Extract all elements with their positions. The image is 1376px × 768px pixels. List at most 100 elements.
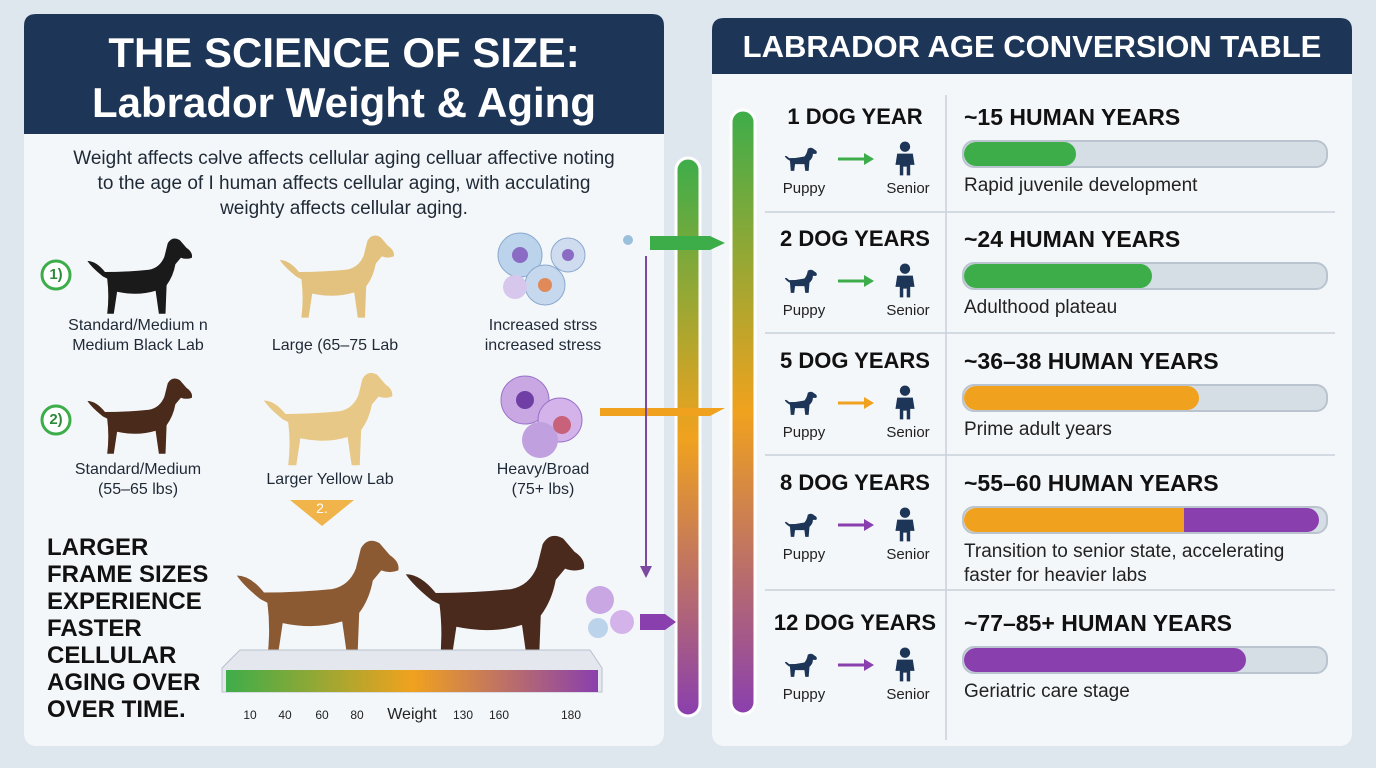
intro: Weight affects cəlve affects cellular ag… bbox=[24, 146, 664, 221]
caption-line: Larger Yellow Lab bbox=[266, 471, 394, 488]
caption-line: (75+ lbs) bbox=[511, 481, 575, 498]
stage-note: Prime adult years bbox=[964, 418, 1112, 442]
left-title: THE SCIENCE OF SIZE: Labrador Weight & A… bbox=[24, 28, 664, 128]
progression-icons bbox=[784, 385, 915, 420]
conclusion-line: CELLULAR bbox=[47, 642, 177, 669]
human-years: ~77–85+ HUMAN YEARS bbox=[964, 610, 1233, 636]
title-line: Labrador Weight & Aging bbox=[92, 79, 596, 126]
scale-label: Weight bbox=[387, 706, 437, 723]
senior-label: Senior bbox=[886, 424, 930, 441]
arrow-head bbox=[640, 566, 652, 578]
note-line: Rapid juvenile development bbox=[964, 175, 1198, 196]
left-panel bbox=[24, 14, 664, 746]
stage-note: Rapid juvenile development bbox=[964, 174, 1197, 198]
caption-line: Large (65–75 Lab bbox=[271, 337, 399, 354]
caption: Standard/Medium n Medium Black Lab bbox=[38, 316, 238, 356]
puppy-label: Puppy bbox=[782, 302, 826, 319]
progression-icons bbox=[784, 141, 915, 176]
caption: Standard/Medium (55–65 lbs) bbox=[38, 460, 238, 500]
caption: Large (65–75 Lab bbox=[235, 336, 435, 356]
marker-circle bbox=[40, 404, 72, 436]
conclusion-line: EXPERIENCE bbox=[47, 588, 202, 615]
title-line: THE SCIENCE OF SIZE: bbox=[108, 29, 580, 76]
progress-fill bbox=[964, 648, 1247, 672]
puppy-label: Puppy bbox=[782, 686, 826, 703]
note-line: Transition to senior state, accelerating bbox=[964, 541, 1285, 562]
progress-fill bbox=[964, 508, 1319, 532]
conclusion-line: LARGER bbox=[47, 534, 149, 561]
progress-fill bbox=[964, 386, 1200, 410]
arrow bbox=[640, 614, 676, 630]
cells bbox=[497, 232, 634, 638]
scale-tick: 180 bbox=[560, 708, 582, 722]
senior-label: Senior bbox=[886, 302, 930, 319]
senior-label: Senior bbox=[886, 546, 930, 563]
progress-track bbox=[962, 140, 1328, 168]
scale-tick: 40 bbox=[278, 708, 292, 722]
right-header bbox=[712, 18, 1352, 74]
marker: 2) bbox=[49, 411, 63, 428]
right-panel bbox=[712, 18, 1352, 746]
progress-track bbox=[962, 506, 1328, 534]
scale-tick: 130 bbox=[452, 708, 474, 722]
note-line: faster for heavier labs bbox=[964, 565, 1147, 586]
note-line: Geriatric care stage bbox=[964, 681, 1130, 702]
progress-track bbox=[962, 384, 1328, 412]
puppy-label: Puppy bbox=[782, 546, 826, 563]
conclusion: LARGER FRAME SIZES EXPERIENCE FASTER CELLULA… bbox=[47, 534, 208, 723]
row-dividers bbox=[765, 95, 1335, 740]
caption-line: Medium Black Lab bbox=[72, 337, 204, 354]
marker: 1) bbox=[49, 266, 63, 283]
human-years: ~24 HUMAN YEARS bbox=[964, 226, 1181, 252]
intro-line: Weight affects cəlve affects cellular ag… bbox=[73, 148, 615, 169]
dog-years: 8 DOG YEARS bbox=[780, 470, 930, 495]
caption-line: Increased strss bbox=[488, 317, 598, 334]
gradient-bar bbox=[729, 108, 757, 716]
gradient-bar bbox=[674, 156, 702, 718]
puppy-label: Puppy bbox=[782, 424, 826, 441]
scale-tick: 10 bbox=[243, 708, 257, 722]
caption-line: Heavy/Broad bbox=[496, 461, 590, 478]
caption-line: increased stress bbox=[484, 337, 602, 354]
marker-circle bbox=[40, 259, 72, 291]
stage-note: Geriatric care stage bbox=[964, 680, 1130, 704]
human-years: ~15 HUMAN YEARS bbox=[964, 104, 1181, 130]
scale-tick: 160 bbox=[488, 708, 510, 722]
puppy-label: Puppy bbox=[782, 180, 826, 197]
weight-gradient bbox=[226, 670, 598, 692]
conclusion-line: OVER TIME. bbox=[47, 696, 186, 723]
intro-line: weighty affects cellular aging. bbox=[220, 198, 468, 219]
note-line: Prime adult years bbox=[964, 419, 1112, 440]
senior-label: Senior bbox=[886, 686, 930, 703]
progress-track bbox=[962, 646, 1328, 674]
dog-years: 1 DOG YEAR bbox=[787, 104, 923, 129]
marker: 2. bbox=[316, 500, 328, 516]
scale-tick: 80 bbox=[350, 708, 364, 722]
progress-fill bbox=[964, 264, 1153, 288]
arrow bbox=[650, 236, 725, 250]
caption: Larger Yellow Lab bbox=[230, 470, 430, 490]
intro-line: to the age of I human affects cellular a… bbox=[97, 173, 591, 194]
caption-line: Standard/Medium n bbox=[68, 317, 208, 334]
note-line: Adulthood plateau bbox=[964, 297, 1118, 318]
dog-years: 2 DOG YEARS bbox=[780, 226, 930, 251]
human-years: ~36–38 HUMAN YEARS bbox=[964, 348, 1219, 374]
caption: Heavy/Broad (75+ lbs) bbox=[443, 460, 643, 500]
human-years: ~55–60 HUMAN YEARS bbox=[964, 470, 1219, 496]
conclusion-line: FRAME SIZES bbox=[47, 561, 209, 588]
arrow bbox=[600, 408, 725, 416]
conclusion-line: AGING OVER bbox=[47, 669, 201, 696]
dog-years: 5 DOG YEARS bbox=[780, 348, 930, 373]
conclusion-line: FASTER bbox=[47, 615, 142, 642]
dog-years: 12 DOG YEARS bbox=[773, 610, 937, 635]
senior-label: Senior bbox=[886, 180, 930, 197]
stage-note: Adulthood plateau bbox=[964, 296, 1117, 320]
caption-line: (55–65 lbs) bbox=[97, 481, 179, 498]
scale-tick: 60 bbox=[315, 708, 329, 722]
caption-line: Standard/Medium bbox=[74, 461, 202, 478]
caption: Increased strss increased stress bbox=[443, 316, 643, 356]
progression-icons bbox=[784, 647, 915, 682]
progress-track bbox=[962, 262, 1328, 290]
